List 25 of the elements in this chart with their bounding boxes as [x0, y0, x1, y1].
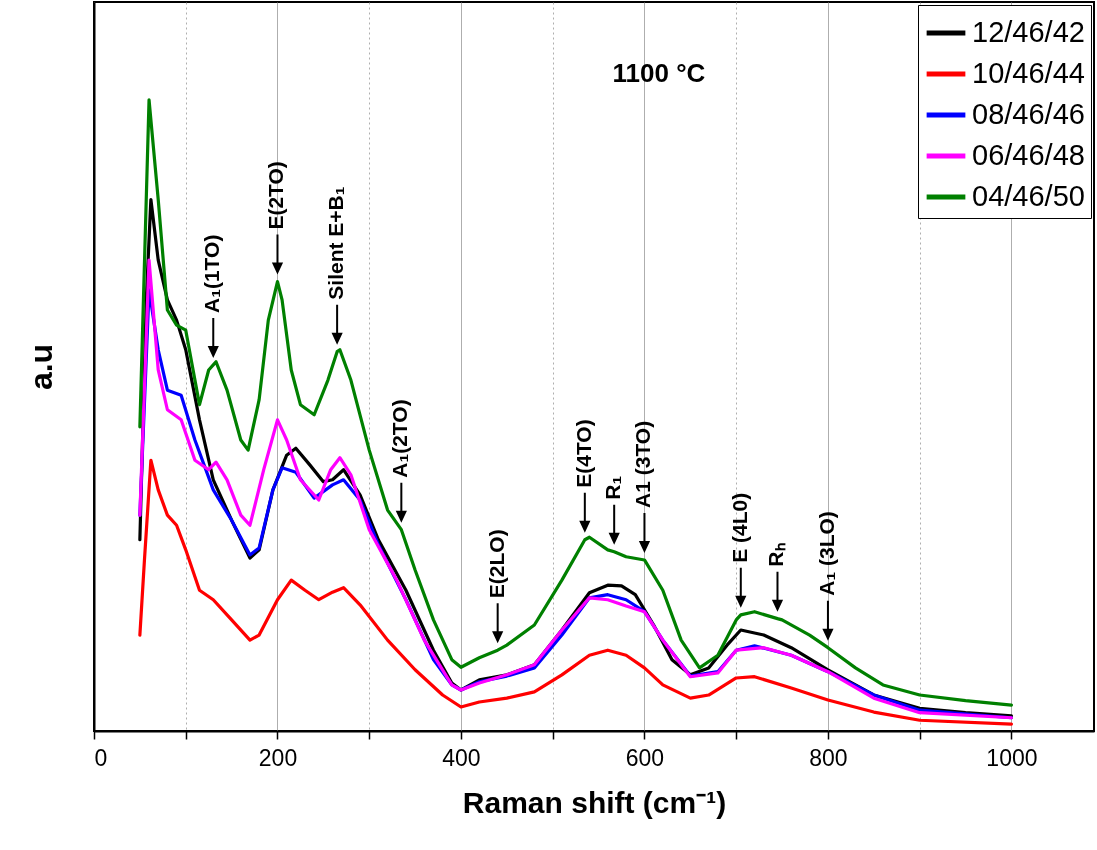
y-axis-title: a.u [22, 343, 59, 391]
legend-label: 08/46/46 [972, 98, 1085, 130]
annotation: E(2TO) [264, 161, 288, 230]
annotation: E (4L0) [727, 492, 751, 563]
x-axis-title: Raman shift (cm⁻¹) [462, 785, 727, 819]
x-tick-label: 800 [809, 744, 848, 771]
annotation: Silent E+B₁ [324, 186, 348, 300]
legend-label: 06/46/48 [972, 139, 1085, 171]
annotation: E(4TO) [571, 419, 595, 488]
annotation: R₁ [601, 475, 625, 500]
x-tick-label: 200 [258, 744, 298, 771]
legend-label: 04/46/50 [972, 180, 1085, 212]
x-tick-label: 400 [442, 744, 481, 771]
x-tick-label: 0 [94, 744, 108, 771]
annotation: E(2LO) [484, 529, 508, 599]
x-tick-label: 1000 [986, 744, 1038, 771]
annotation: A₁(2TO) [388, 399, 412, 478]
legend-label: 12/46/42 [972, 16, 1085, 48]
annotation: Rₕ [764, 543, 788, 567]
annotation: A1 (3TO) [631, 420, 655, 508]
annotation: A₁ (3LO) [814, 511, 838, 596]
annotation: A₁(1TO) [200, 234, 224, 313]
x-tick-label: 600 [625, 744, 665, 771]
legend-label: 10/46/44 [972, 57, 1085, 89]
text: 1100 °C [612, 58, 706, 88]
